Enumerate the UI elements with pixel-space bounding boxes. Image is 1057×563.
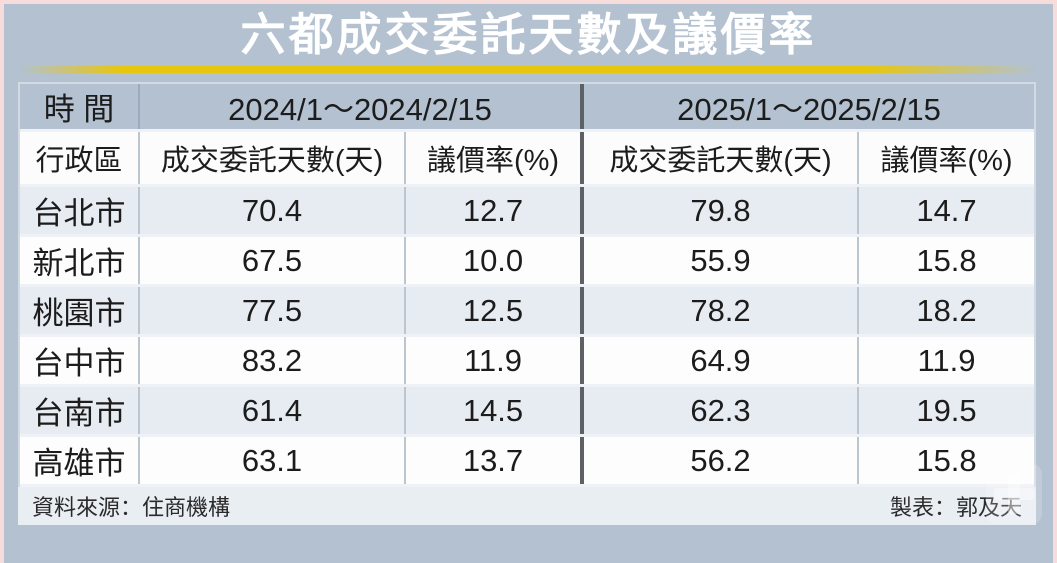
- days-2025-cell: 55.9: [690, 242, 751, 278]
- rate-2024-cell: 12.7: [404, 187, 580, 234]
- table-row: 高雄市 63.1 13.7 56.2 15.8: [20, 437, 1034, 487]
- days-2024-cell: 67.5: [138, 237, 404, 284]
- days-2024-cell: 70.4: [138, 187, 404, 234]
- district-column-header: 行政區: [35, 145, 123, 177]
- city-cell: 台北市: [32, 196, 126, 231]
- rate-2024-cell: 12.5: [404, 287, 580, 334]
- rate-2025-cell: 19.5: [857, 387, 1034, 434]
- rate-2025-cell: 14.7: [857, 187, 1034, 234]
- rate-2024-cell: 14.5: [404, 387, 580, 434]
- days-2024-cell: 77.5: [138, 287, 404, 334]
- city-cell: 高雄市: [32, 446, 126, 481]
- table-row: 台中市 83.2 11.9 64.9 11.9: [20, 337, 1034, 387]
- time-label-cell: 時 間: [43, 92, 115, 127]
- table-footer: 資料來源：住商機構 製表：郭及天: [18, 487, 1036, 525]
- table-row: 桃園市 77.5 12.5 78.2 18.2: [20, 287, 1034, 337]
- days-2025-column-header: 成交委託天數(天): [609, 145, 832, 177]
- days-2024-cell: 61.4: [138, 387, 404, 434]
- days-2024-column-header: 成交委託天數(天): [138, 132, 404, 184]
- rate-2025-cell: 18.2: [857, 287, 1034, 334]
- table-row: 台南市 61.4 14.5 62.3 19.5: [20, 387, 1034, 437]
- table-body: 台北市 70.4 12.7 79.8 14.7 新北市 67.5 10.0 55…: [20, 187, 1034, 487]
- section-divider: [580, 337, 584, 384]
- days-2025-cell: 62.3: [690, 392, 751, 428]
- days-2025-cell: 78.2: [690, 292, 751, 328]
- column-header-row: 行政區 成交委託天數(天) 議價率(%) 成交委託天數(天) 議價率(%): [20, 132, 1034, 187]
- days-2025-cell: 56.2: [690, 442, 751, 478]
- rate-2025-cell: 11.9: [857, 337, 1034, 384]
- table-row: 台北市 70.4 12.7 79.8 14.7: [20, 187, 1034, 237]
- days-2024-cell: 63.1: [138, 437, 404, 484]
- section-divider: [580, 84, 584, 129]
- section-divider: [580, 287, 584, 334]
- title-underline: [20, 66, 1037, 73]
- section-divider: [580, 437, 584, 484]
- source-label: 資料來源：住商機構: [32, 495, 231, 520]
- rate-2025-cell: 15.8: [857, 437, 1034, 484]
- period-2025-cell: 2025/1～2025/2/15: [677, 92, 941, 127]
- period-2024-cell: 2024/1～2024/2/15: [138, 84, 580, 129]
- page-title: 六都成交委託天數及議價率: [240, 9, 817, 60]
- credit-label: 製表：郭及天: [889, 495, 1022, 520]
- period-header-row: 時 間 2024/1～2024/2/15 2025/1～2025/2/15: [20, 84, 1034, 132]
- city-cell: 台中市: [32, 346, 126, 381]
- city-cell: 台南市: [32, 396, 126, 431]
- days-2025-cell: 79.8: [690, 192, 751, 228]
- section-divider: [580, 387, 584, 434]
- section-divider: [580, 187, 584, 234]
- rate-2024-cell: 13.7: [404, 437, 580, 484]
- section-divider: [580, 237, 584, 284]
- days-2025-cell: 64.9: [690, 342, 751, 378]
- city-cell: 桃園市: [32, 296, 126, 331]
- city-cell: 新北市: [32, 246, 126, 281]
- rate-2024-column-header: 議價率(%): [404, 132, 580, 184]
- plus-watermark-icon: [986, 464, 1042, 524]
- rate-2025-column-header: 議價率(%): [857, 132, 1034, 184]
- rate-2024-cell: 11.9: [404, 337, 580, 384]
- days-2024-cell: 83.2: [138, 337, 404, 384]
- data-table: 時 間 2024/1～2024/2/15 2025/1～2025/2/15 行政…: [18, 82, 1036, 487]
- section-divider: [580, 132, 584, 184]
- table-row: 新北市 67.5 10.0 55.9 15.8: [20, 237, 1034, 287]
- rate-2024-cell: 10.0: [404, 237, 580, 284]
- rate-2025-cell: 15.8: [857, 237, 1034, 284]
